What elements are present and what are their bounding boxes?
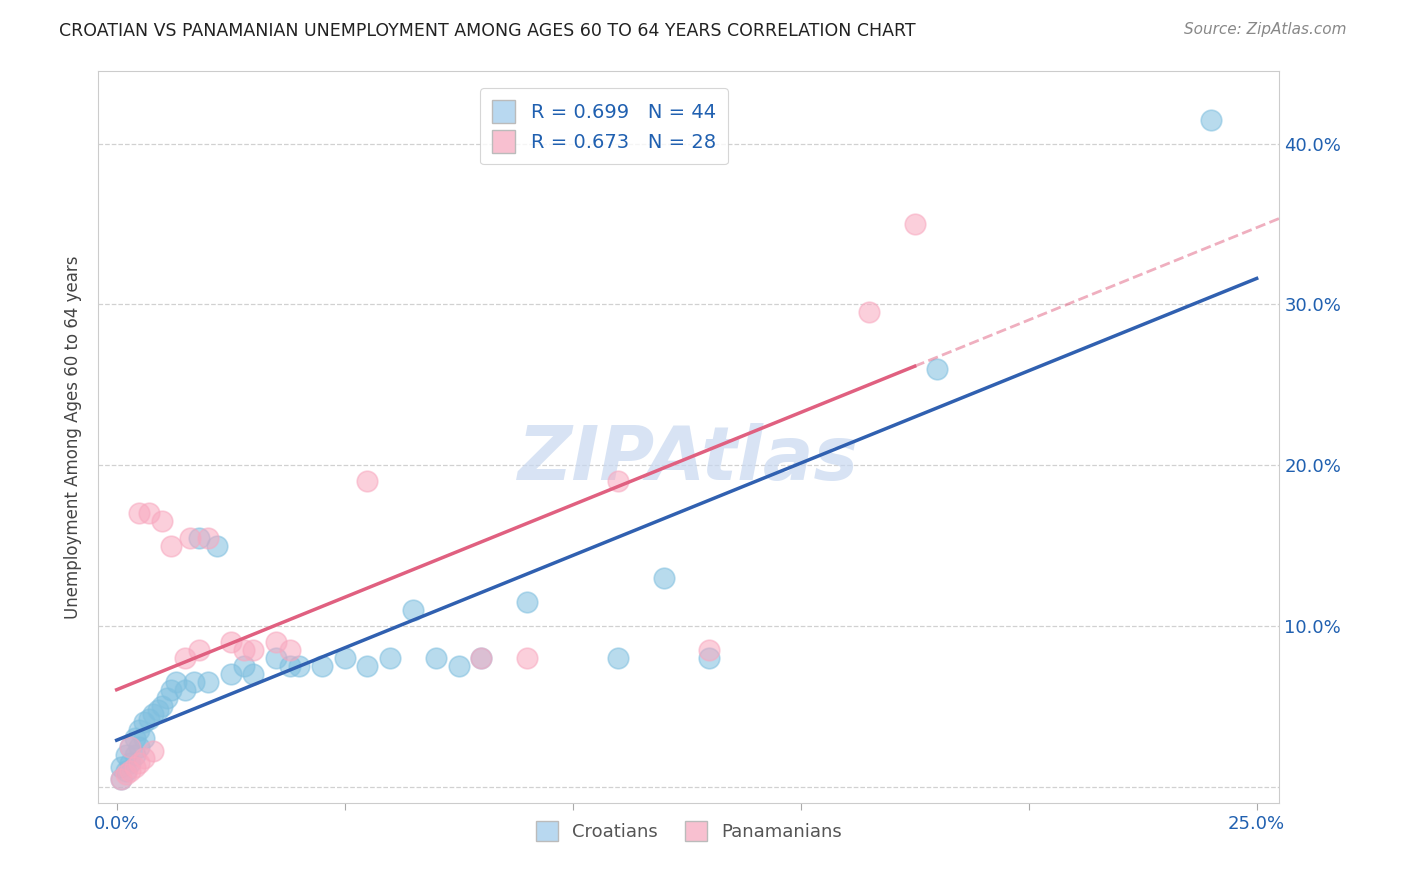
Point bbox=[132, 715, 155, 730]
Point bbox=[114, 747, 136, 762]
Point bbox=[114, 767, 136, 781]
Point bbox=[242, 643, 264, 657]
Point bbox=[264, 635, 287, 649]
Point bbox=[132, 751, 155, 765]
Point bbox=[470, 651, 492, 665]
Point bbox=[333, 651, 356, 665]
Point bbox=[219, 635, 242, 649]
Point bbox=[128, 507, 150, 521]
Point bbox=[150, 699, 173, 714]
Point bbox=[447, 659, 470, 673]
Point bbox=[124, 760, 146, 774]
Point bbox=[1199, 112, 1222, 127]
Point bbox=[110, 772, 132, 786]
Point bbox=[187, 531, 209, 545]
Point bbox=[264, 651, 287, 665]
Point bbox=[233, 643, 256, 657]
Point bbox=[380, 651, 402, 665]
Point bbox=[699, 643, 721, 657]
Point bbox=[128, 739, 150, 754]
Point bbox=[607, 475, 630, 489]
Point bbox=[160, 539, 183, 553]
Text: ZIPAtlas: ZIPAtlas bbox=[519, 423, 859, 496]
Point bbox=[132, 731, 155, 746]
Point bbox=[120, 756, 142, 770]
Point bbox=[142, 707, 165, 722]
Point bbox=[278, 643, 301, 657]
Point bbox=[652, 571, 675, 585]
Point bbox=[150, 515, 173, 529]
Point bbox=[120, 764, 142, 778]
Point bbox=[142, 744, 165, 758]
Point bbox=[187, 643, 209, 657]
Point bbox=[927, 361, 949, 376]
Point bbox=[205, 539, 228, 553]
Point bbox=[179, 531, 201, 545]
Point bbox=[470, 651, 492, 665]
Point bbox=[128, 756, 150, 770]
Point bbox=[242, 667, 264, 681]
Point bbox=[174, 651, 197, 665]
Point bbox=[160, 683, 183, 698]
Point bbox=[516, 651, 538, 665]
Point bbox=[156, 691, 179, 706]
Point bbox=[146, 702, 169, 716]
Point bbox=[138, 507, 160, 521]
Point bbox=[120, 739, 142, 754]
Point bbox=[516, 595, 538, 609]
Point bbox=[858, 305, 880, 319]
Point bbox=[165, 675, 187, 690]
Point bbox=[699, 651, 721, 665]
Point bbox=[138, 712, 160, 726]
Point bbox=[607, 651, 630, 665]
Point bbox=[114, 764, 136, 778]
Point bbox=[183, 675, 205, 690]
Text: CROATIAN VS PANAMANIAN UNEMPLOYMENT AMONG AGES 60 TO 64 YEARS CORRELATION CHART: CROATIAN VS PANAMANIAN UNEMPLOYMENT AMON… bbox=[59, 22, 915, 40]
Point bbox=[197, 675, 219, 690]
Point bbox=[233, 659, 256, 673]
Point bbox=[356, 659, 378, 673]
Point bbox=[311, 659, 333, 673]
Point bbox=[402, 603, 425, 617]
Legend: Croatians, Panamanians: Croatians, Panamanians bbox=[529, 814, 849, 848]
Point bbox=[128, 723, 150, 738]
Point bbox=[110, 772, 132, 786]
Point bbox=[356, 475, 378, 489]
Point bbox=[278, 659, 301, 673]
Point bbox=[288, 659, 311, 673]
Point bbox=[124, 731, 146, 746]
Point bbox=[197, 531, 219, 545]
Point bbox=[174, 683, 197, 698]
Point bbox=[110, 760, 132, 774]
Point bbox=[219, 667, 242, 681]
Point bbox=[120, 739, 142, 754]
Y-axis label: Unemployment Among Ages 60 to 64 years: Unemployment Among Ages 60 to 64 years bbox=[65, 255, 83, 619]
Point bbox=[124, 747, 146, 762]
Text: Source: ZipAtlas.com: Source: ZipAtlas.com bbox=[1184, 22, 1347, 37]
Point bbox=[904, 217, 927, 231]
Point bbox=[425, 651, 447, 665]
